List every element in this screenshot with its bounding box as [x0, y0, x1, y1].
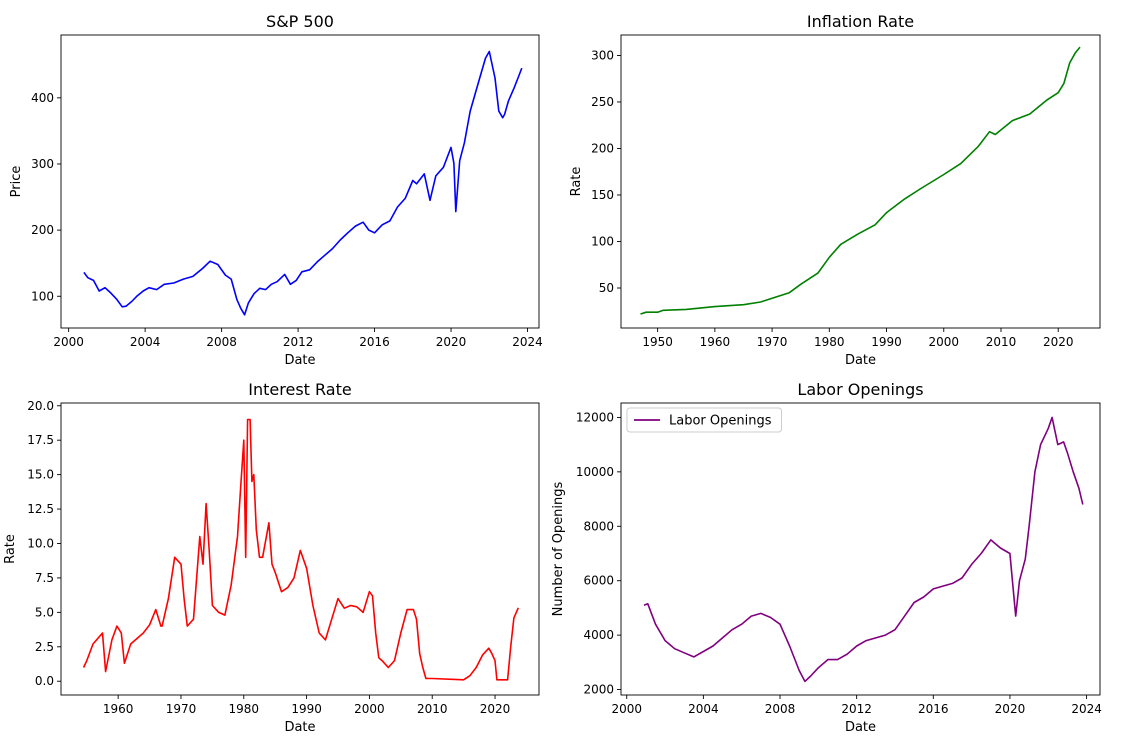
- y-tick-label: 300: [591, 48, 614, 62]
- y-tick-label: 300: [31, 157, 54, 171]
- x-tick-label: 2020: [480, 702, 511, 716]
- x-tick-label: 2004: [688, 702, 719, 716]
- y-tick-label: 7.5: [35, 571, 54, 585]
- x-tick-label: 2020: [995, 702, 1026, 716]
- x-tick-label: 2024: [1071, 702, 1102, 716]
- x-tick-label: 2020: [436, 335, 467, 349]
- x-tick-label: 2008: [765, 702, 796, 716]
- axes-frame: [60, 402, 540, 696]
- y-axis-label: Price: [9, 166, 24, 198]
- x-axis-label: Date: [284, 353, 315, 368]
- x-tick-label: 1990: [871, 335, 902, 349]
- x-tick-label: 1970: [757, 335, 788, 349]
- x-tick-label: 2000: [354, 702, 385, 716]
- x-tick-label: 2020: [1043, 335, 1074, 349]
- y-tick-label: 12.5: [27, 502, 54, 516]
- x-tick-label: 2012: [841, 702, 872, 716]
- series-line-3-1: [82, 418, 520, 681]
- legend-box: [626, 407, 782, 433]
- x-tick-label: 2024: [512, 335, 543, 349]
- y-tick-label: 10000: [576, 465, 614, 479]
- x-tick-label: 1970: [166, 702, 197, 716]
- y-tick-label: 17.5: [27, 433, 54, 447]
- x-tick-label: 2000: [53, 335, 84, 349]
- x-tick-label: 2016: [918, 702, 949, 716]
- subplot-1: 2000 2004 2008 2012 2016 2020 2024 100 200 300 400…: [9, 12, 543, 368]
- y-tick-label: 2000: [583, 683, 614, 697]
- x-tick-label: 2010: [986, 335, 1017, 349]
- x-tick-label: 1990: [291, 702, 322, 716]
- y-tick-label: 100: [591, 234, 614, 248]
- series-line-2-1: [640, 46, 1081, 315]
- axes-frame: [60, 34, 540, 329]
- y-tick-label: 250: [591, 95, 614, 109]
- x-tick-label: 2008: [206, 335, 237, 349]
- chart-title: S&P 500: [266, 12, 334, 31]
- x-tick-label: 2010: [417, 702, 448, 716]
- y-tick-label: 20.0: [27, 399, 54, 413]
- y-tick-label: 8000: [583, 519, 614, 533]
- y-tick-label: 150: [591, 188, 614, 202]
- x-tick-label: 1950: [642, 335, 673, 349]
- y-tick-label: 12000: [576, 410, 614, 424]
- x-axis-label: Date: [845, 720, 876, 735]
- chart-title: Labor Openings: [797, 380, 923, 399]
- x-axis-label: Date: [284, 720, 315, 735]
- series-line-1-1: [83, 50, 523, 316]
- y-tick-label: 100: [31, 289, 54, 303]
- axes-frame: [620, 402, 1101, 696]
- y-tick-label: 0.0: [35, 674, 54, 688]
- x-axis-label: Date: [845, 353, 876, 368]
- chart-title: Interest Rate: [248, 380, 351, 399]
- legend-label: Labor Openings: [669, 414, 772, 429]
- subplot-2: 1950 1960 1970 1980 1990 2000 2010 2020 50 100 150…: [569, 12, 1101, 368]
- x-tick-label: 2016: [359, 335, 390, 349]
- y-axis-label: Rate: [569, 167, 584, 197]
- x-tick-label: 1980: [229, 702, 260, 716]
- y-tick-label: 6000: [583, 574, 614, 588]
- y-tick-label: 4000: [583, 628, 614, 642]
- y-axis-label: Number of Openings: [551, 481, 566, 616]
- subplot-3: 1960 1970 1980 1990 2000 2010 2020 0.0 2.5 5.0 7.5…: [3, 380, 540, 735]
- y-axis-label: Rate: [3, 534, 18, 564]
- x-tick-label: 2004: [130, 335, 161, 349]
- subplot-4: 2000 2004 2008 2012 2016 2020 2024 2000 4000 6000…: [551, 380, 1102, 735]
- y-tick-label: 200: [31, 223, 54, 237]
- x-tick-label: 1980: [814, 335, 845, 349]
- y-tick-label: 5.0: [35, 605, 54, 619]
- chart-title: Inflation Rate: [807, 12, 914, 31]
- y-tick-label: 10.0: [27, 536, 54, 550]
- y-tick-label: 15.0: [27, 468, 54, 482]
- y-tick-label: 200: [591, 141, 614, 155]
- y-tick-label: 50: [599, 281, 614, 295]
- x-tick-label: 2000: [611, 702, 642, 716]
- x-tick-label: 1960: [103, 702, 134, 716]
- axes-frame: [620, 34, 1101, 329]
- series-line-4-1: [643, 416, 1084, 683]
- y-tick-label: 2.5: [35, 640, 54, 654]
- x-tick-label: 2000: [928, 335, 959, 349]
- x-tick-label: 2012: [283, 335, 314, 349]
- y-tick-label: 400: [31, 91, 54, 105]
- x-tick-label: 1960: [700, 335, 731, 349]
